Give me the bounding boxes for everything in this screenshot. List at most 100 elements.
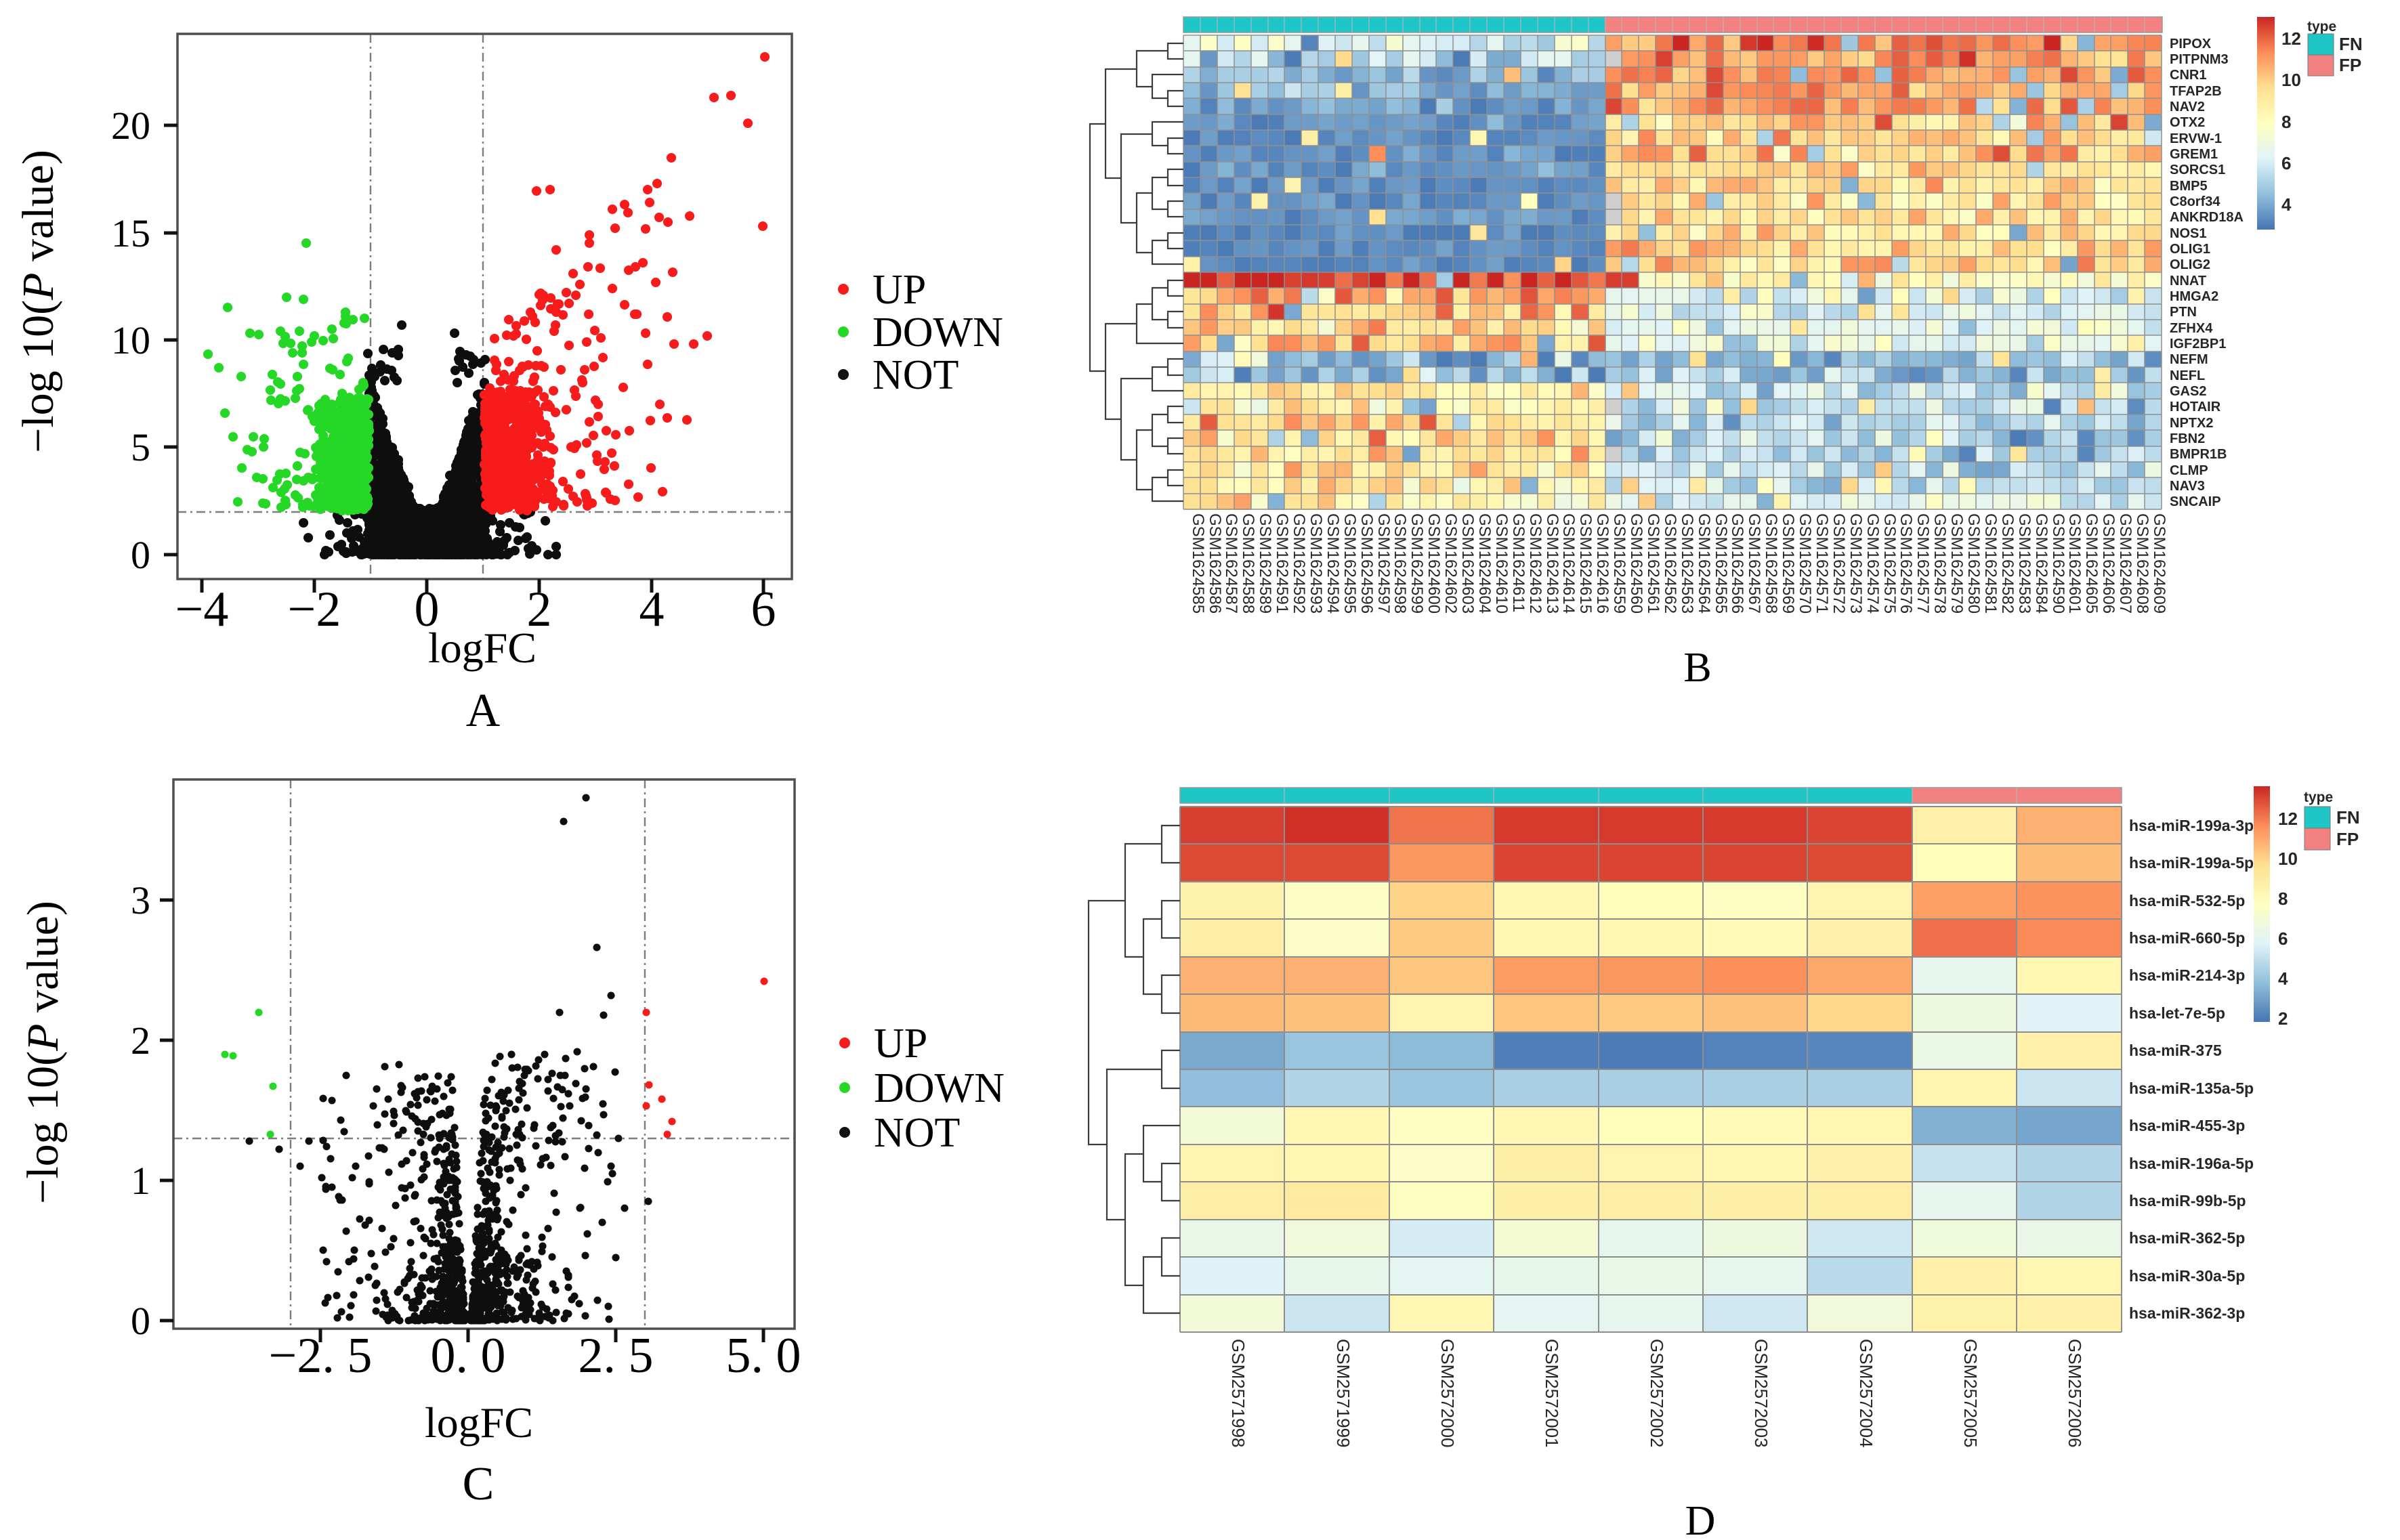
svg-text:GSM1624574: GSM1624574 xyxy=(1864,513,1882,614)
svg-text:GSM2572004: GSM2572004 xyxy=(1856,1339,1876,1447)
svg-text:NOT: NOT xyxy=(872,352,959,398)
svg-text:type: type xyxy=(2304,790,2333,805)
svg-text:4: 4 xyxy=(2281,194,2292,215)
svg-text:NEFL: NEFL xyxy=(2170,368,2205,383)
svg-text:GSM1624564: GSM1624564 xyxy=(1695,513,1713,614)
svg-text:B: B xyxy=(1683,645,1711,691)
svg-text:GSM1624595: GSM1624595 xyxy=(1341,513,1359,614)
svg-text:GSM1624581: GSM1624581 xyxy=(1981,513,2000,614)
svg-text:CNR1: CNR1 xyxy=(2170,68,2206,83)
svg-text:GSM1624597: GSM1624597 xyxy=(1374,513,1393,614)
svg-text:HMGA2: HMGA2 xyxy=(2170,289,2218,304)
svg-text:0: 0 xyxy=(415,582,440,637)
svg-text:4: 4 xyxy=(2278,968,2288,989)
svg-text:IGF2BP1: IGF2BP1 xyxy=(2170,337,2226,351)
svg-text:GSM1624608: GSM1624608 xyxy=(2133,513,2151,614)
svg-text:−log 10(P value): −log 10(P value) xyxy=(18,901,68,1204)
svg-text:FP: FP xyxy=(2336,829,2359,849)
svg-text:hsa-miR-135a-5p: hsa-miR-135a-5p xyxy=(2129,1079,2254,1097)
svg-text:GSM1624562: GSM1624562 xyxy=(1661,513,1679,614)
svg-text:2: 2 xyxy=(527,582,552,637)
svg-text:GSM1624567: GSM1624567 xyxy=(1745,513,1763,614)
svg-text:DOWN: DOWN xyxy=(872,309,1003,356)
svg-text:GSM1624590: GSM1624590 xyxy=(2049,513,2067,614)
svg-text:GSM2571999: GSM2571999 xyxy=(1333,1339,1353,1447)
svg-text:GREM1: GREM1 xyxy=(2170,147,2218,162)
svg-text:GSM1624600: GSM1624600 xyxy=(1425,513,1443,614)
svg-text:0. 0: 0. 0 xyxy=(431,1328,506,1384)
svg-text:0: 0 xyxy=(131,1299,150,1343)
svg-text:GSM1624569: GSM1624569 xyxy=(1779,513,1797,614)
svg-text:GSM1624609: GSM1624609 xyxy=(2150,513,2168,614)
svg-text:GSM1624587: GSM1624587 xyxy=(1222,513,1240,614)
svg-text:UP: UP xyxy=(872,267,926,313)
svg-text:A: A xyxy=(466,685,501,737)
svg-text:GSM1624584: GSM1624584 xyxy=(2032,513,2050,614)
svg-text:GSM1624604: GSM1624604 xyxy=(1475,513,1494,614)
svg-text:GSM1624596: GSM1624596 xyxy=(1357,513,1376,614)
svg-text:FP: FP xyxy=(2339,55,2361,75)
svg-text:PIPOX: PIPOX xyxy=(2170,37,2212,51)
svg-text:8: 8 xyxy=(2281,112,2291,132)
svg-text:GSM1624578: GSM1624578 xyxy=(1931,513,1949,614)
svg-text:5. 0: 5. 0 xyxy=(726,1328,801,1384)
svg-text:−2. 5: −2. 5 xyxy=(269,1328,373,1384)
svg-text:NAV2: NAV2 xyxy=(2170,100,2205,114)
svg-text:1: 1 xyxy=(131,1159,150,1203)
svg-text:GSM1624603: GSM1624603 xyxy=(1458,513,1477,614)
svg-text:OTX2: OTX2 xyxy=(2170,115,2205,130)
svg-text:10: 10 xyxy=(2281,70,2301,90)
svg-text:NNAT: NNAT xyxy=(2170,274,2206,288)
svg-text:hsa-miR-99b-5p: hsa-miR-99b-5p xyxy=(2129,1192,2246,1210)
svg-text:GSM1624559: GSM1624559 xyxy=(1610,513,1628,614)
svg-text:ERVW-1: ERVW-1 xyxy=(2170,131,2222,146)
svg-text:hsa-miR-30a-5p: hsa-miR-30a-5p xyxy=(2129,1267,2245,1285)
svg-text:C8orf34: C8orf34 xyxy=(2170,194,2220,209)
svg-text:hsa-miR-362-3p: hsa-miR-362-3p xyxy=(2129,1304,2245,1322)
svg-text:BMP5: BMP5 xyxy=(2170,179,2208,194)
svg-text:logFC: logFC xyxy=(425,1398,533,1447)
svg-text:GSM1624565: GSM1624565 xyxy=(1712,513,1730,614)
svg-text:GSM1624616: GSM1624616 xyxy=(1593,513,1612,614)
svg-text:GSM2572001: GSM2572001 xyxy=(1542,1339,1562,1447)
svg-text:GSM1624607: GSM1624607 xyxy=(2116,513,2134,614)
svg-text:GSM1624614: GSM1624614 xyxy=(1559,513,1578,614)
svg-text:10: 10 xyxy=(2278,849,2298,869)
svg-text:GSM1624605: GSM1624605 xyxy=(2082,513,2101,614)
svg-text:ANKRD18A: ANKRD18A xyxy=(2170,210,2244,225)
svg-text:SORCS1: SORCS1 xyxy=(2170,163,2225,177)
svg-text:hsa-let-7e-5p: hsa-let-7e-5p xyxy=(2129,1004,2225,1022)
svg-text:GSM1624601: GSM1624601 xyxy=(2065,513,2084,614)
svg-text:GSM2572006: GSM2572006 xyxy=(2065,1339,2085,1447)
svg-text:2: 2 xyxy=(2278,1008,2288,1029)
svg-text:hsa-miR-214-3p: hsa-miR-214-3p xyxy=(2129,966,2245,984)
svg-text:−2: −2 xyxy=(288,582,341,637)
svg-text:−4: −4 xyxy=(175,582,229,637)
svg-text:GSM1624577: GSM1624577 xyxy=(1914,513,1932,614)
svg-text:GSM1624575: GSM1624575 xyxy=(1880,513,1899,614)
svg-text:3: 3 xyxy=(131,878,150,922)
svg-text:6: 6 xyxy=(751,582,776,637)
svg-text:FN: FN xyxy=(2336,807,2360,828)
svg-text:D: D xyxy=(1685,1498,1716,1537)
svg-text:GSM1624610: GSM1624610 xyxy=(1492,513,1511,614)
svg-text:GSM1624613: GSM1624613 xyxy=(1543,513,1561,614)
svg-text:GSM1624573: GSM1624573 xyxy=(1847,513,1865,614)
svg-text:hsa-miR-196a-5p: hsa-miR-196a-5p xyxy=(2129,1155,2254,1172)
svg-text:GSM1624563: GSM1624563 xyxy=(1678,513,1696,614)
svg-text:6: 6 xyxy=(2278,928,2288,949)
svg-text:GSM1624599: GSM1624599 xyxy=(1408,513,1426,614)
svg-text:NAV3: NAV3 xyxy=(2170,479,2205,494)
svg-text:GSM1624593: GSM1624593 xyxy=(1307,513,1325,614)
svg-text:12: 12 xyxy=(2281,28,2301,49)
svg-text:GSM1624585: GSM1624585 xyxy=(1189,513,1207,614)
svg-text:8: 8 xyxy=(2278,889,2288,909)
svg-text:CLMP: CLMP xyxy=(2170,463,2208,478)
svg-text:GSM1624606: GSM1624606 xyxy=(2099,513,2118,614)
svg-text:NOS1: NOS1 xyxy=(2170,226,2206,241)
svg-text:2: 2 xyxy=(131,1019,150,1063)
svg-text:12: 12 xyxy=(2278,809,2298,829)
svg-text:6: 6 xyxy=(2281,153,2291,173)
svg-text:hsa-miR-199a-3p: hsa-miR-199a-3p xyxy=(2129,817,2254,834)
svg-text:BMPR1B: BMPR1B xyxy=(2170,447,2227,462)
